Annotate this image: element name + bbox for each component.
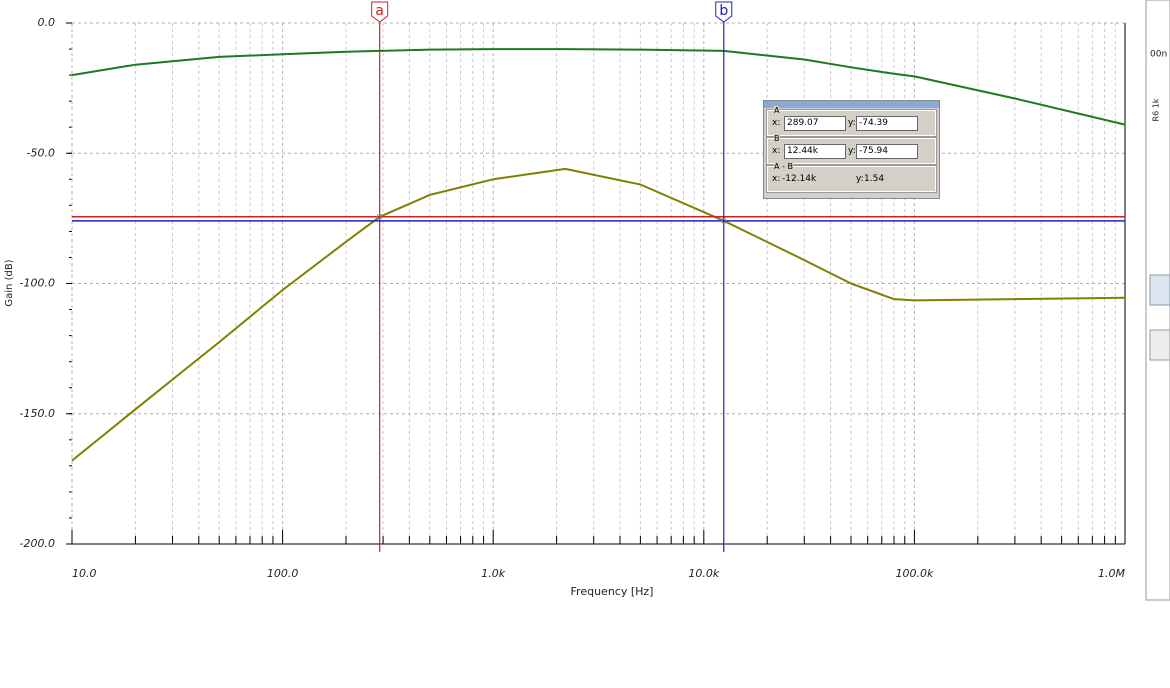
x-tick-label: 1.0M	[1098, 567, 1125, 580]
series-line	[71, 48, 1126, 126]
cursor-point	[376, 213, 383, 220]
y-tick-label: -100.0	[20, 277, 55, 290]
readout-label: B	[774, 134, 780, 143]
x-tick-label: 100.0	[267, 567, 299, 580]
y-axis-label: Gain (dB)	[4, 259, 15, 306]
y-label: y:	[848, 146, 856, 156]
y-label: y:	[856, 174, 864, 184]
series-line	[71, 167, 1126, 462]
y-value: 1.54	[864, 174, 885, 184]
x-tick-label: 10.0	[72, 567, 97, 580]
y-tick-label: -50.0	[27, 146, 55, 159]
x-value: -12.14k	[782, 174, 817, 184]
side-button	[1149, 274, 1170, 306]
title-bar	[764, 101, 939, 108]
x-tick-label: 100.0k	[895, 567, 933, 580]
x-label: x:	[772, 146, 781, 156]
x-label: x:	[772, 118, 781, 128]
side-button	[1149, 329, 1170, 361]
side-label: 00n	[1150, 50, 1167, 60]
y-value: -74.39	[856, 116, 918, 131]
y-tick-label: 0.0	[38, 16, 56, 29]
x-axis-label: Frequency [Hz]	[571, 585, 654, 598]
readout-label: A	[774, 106, 780, 115]
x-tick-label: 10.0k	[688, 567, 719, 580]
x-label: x:	[772, 174, 781, 184]
cursor-point	[720, 217, 727, 224]
cursor-flag	[715, 1, 733, 23]
x-value: 12.44k	[784, 144, 846, 159]
cursor-label: b	[719, 3, 728, 19]
cursor-label: a	[375, 3, 384, 19]
y-tick-label: -200.0	[20, 537, 55, 550]
readout-group: A - B x: -12.14k y: 1.54	[766, 162, 937, 193]
y-value: -75.94	[856, 144, 918, 159]
y-label: y:	[848, 118, 856, 128]
readout-label: A - B	[774, 162, 793, 171]
side-label: R6 1k	[1152, 98, 1161, 121]
cursor-flag	[371, 1, 389, 23]
y-tick-label: -150.0	[20, 407, 55, 420]
x-tick-label: 1.0k	[481, 567, 505, 580]
x-value: 289.07	[784, 116, 846, 131]
